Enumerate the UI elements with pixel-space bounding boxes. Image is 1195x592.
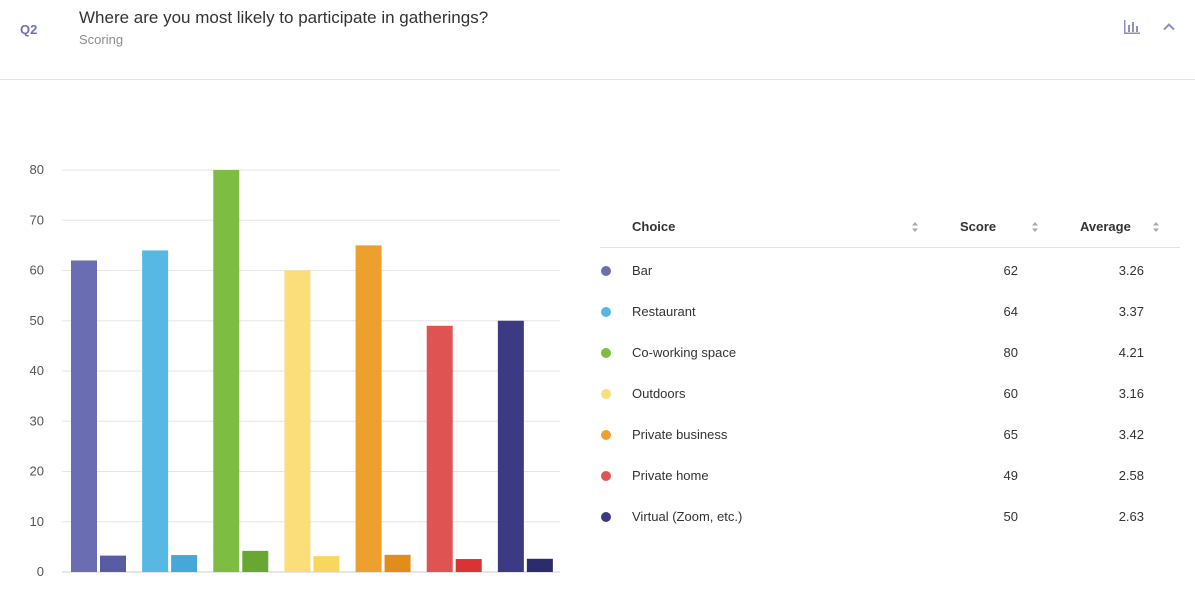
results-table: Choice Score Average Bar 62 3.26 Restaurant… — [600, 207, 1180, 535]
table-row: Co-working space 80 4.21 — [600, 330, 1180, 371]
y-tick-label: 70 — [30, 212, 44, 227]
y-tick-label: 40 — [30, 363, 44, 378]
choice-label: Restaurant — [632, 304, 696, 319]
choice-label: Private home — [632, 468, 709, 483]
average-bar[interactable]: Private business: 3.42 — [384, 554, 411, 572]
score-bar[interactable]: Private business: 65 — [355, 245, 382, 572]
y-tick-label: 0 — [37, 564, 44, 579]
score-value: 65 — [1003, 427, 1018, 442]
bar-chart-icon[interactable] — [1123, 19, 1141, 35]
score-bar[interactable]: Private home: 49 — [426, 325, 453, 572]
sort-choice-icon[interactable] — [911, 221, 919, 233]
choice-label: Bar — [632, 263, 653, 278]
score-bar[interactable]: Restaurant: 64 — [142, 250, 169, 572]
average-bar[interactable]: Private home: 2.58 — [455, 559, 482, 572]
table-row: Outdoors 60 3.16 — [600, 371, 1180, 412]
y-tick-label: 80 — [30, 162, 44, 177]
legend-dot-icon — [601, 471, 611, 481]
choice-label: Outdoors — [632, 386, 686, 401]
score-value: 49 — [1003, 468, 1018, 483]
legend-dot-icon — [601, 512, 611, 522]
average-value: 3.26 — [1118, 263, 1144, 278]
score-value: 50 — [1003, 509, 1018, 524]
average-bar[interactable]: Restaurant: 3.37 — [171, 555, 198, 572]
choice-label: Virtual (Zoom, etc.) — [632, 509, 743, 524]
average-bar[interactable]: Bar: 3.26 — [100, 555, 126, 572]
table-row: Bar 62 3.26 — [600, 248, 1180, 289]
chevron-up-icon[interactable] — [1162, 20, 1176, 34]
choice-label: Private business — [632, 427, 728, 442]
y-tick-label: 20 — [30, 464, 44, 479]
question-number: Q2 — [20, 22, 38, 37]
score-value: 62 — [1003, 263, 1018, 278]
chart-bars: Bar: 62Bar: 3.26 Restaurant: 64Restaurant… — [71, 170, 553, 572]
column-header-average[interactable]: Average — [1080, 219, 1131, 234]
legend-dot-icon — [601, 348, 611, 358]
column-header-score[interactable]: Score — [960, 219, 997, 234]
sort-score-icon[interactable] — [1031, 221, 1039, 233]
y-tick-label: 60 — [30, 263, 44, 278]
chart-grid — [62, 169, 560, 573]
average-value: 2.58 — [1118, 468, 1144, 483]
legend-dot-icon — [601, 307, 611, 317]
score-value: 80 — [1003, 345, 1018, 360]
score-value: 64 — [1003, 304, 1018, 319]
choice-label: Co-working space — [632, 345, 737, 360]
y-tick-label: 10 — [30, 514, 44, 529]
table-body: Bar 62 3.26 Restaurant 64 3.37 Co-working spac… — [600, 248, 1180, 535]
average-value: 3.42 — [1118, 427, 1144, 442]
legend-dot-icon — [601, 389, 611, 399]
score-value: 60 — [1003, 386, 1018, 401]
average-bar[interactable]: Co-working space: 4.21 — [242, 550, 269, 572]
score-bar[interactable]: Virtual (Zoom, etc.): 50 — [497, 320, 524, 572]
score-bar[interactable]: Bar: 62 — [71, 260, 97, 572]
table-header: Choice Score Average — [600, 207, 1180, 248]
score-bar[interactable]: Co-working space: 80 — [213, 170, 240, 572]
table-row: Private home 49 2.58 — [600, 453, 1180, 494]
sort-average-icon[interactable] — [1152, 221, 1160, 233]
average-bar[interactable]: Outdoors: 3.16 — [313, 556, 340, 572]
average-bar[interactable]: Virtual (Zoom, etc.): 2.63 — [526, 558, 553, 572]
average-value: 3.37 — [1118, 304, 1144, 319]
legend-dot-icon — [601, 430, 611, 440]
table-row: Virtual (Zoom, etc.) 50 2.63 — [600, 494, 1180, 535]
column-header-choice[interactable]: Choice — [632, 219, 676, 234]
y-tick-label: 50 — [30, 313, 44, 328]
question-title: Where are you most likely to participate… — [79, 8, 489, 27]
bar-chart: 0 10 20 30 40 50 60 70 80 Bar: 62Bar: 3.26 Restau… — [30, 162, 560, 579]
question-type: Scoring — [79, 32, 124, 47]
question-header: Q2 Where are you most likely to particip… — [0, 0, 1195, 80]
average-value: 3.16 — [1118, 386, 1144, 401]
legend-dot-icon — [601, 266, 611, 276]
y-axis-ticks: 0 10 20 30 40 50 60 70 80 — [30, 162, 44, 579]
table-row: Restaurant 64 3.37 — [600, 289, 1180, 330]
y-tick-label: 30 — [30, 413, 44, 428]
average-value: 4.21 — [1118, 345, 1144, 360]
score-bar[interactable]: Outdoors: 60 — [284, 270, 311, 573]
average-value: 2.63 — [1118, 509, 1144, 524]
table-row: Private business 65 3.42 — [600, 412, 1180, 453]
